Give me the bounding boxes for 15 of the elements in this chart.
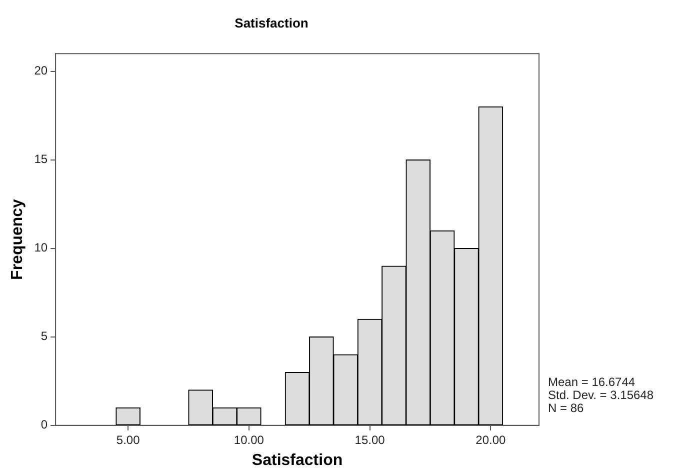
y-tick-label: 0 — [40, 418, 48, 432]
y-tick-label: 5 — [40, 329, 48, 344]
text: Mean = 16.6744 — [548, 375, 636, 389]
x-axis-title: Satisfaction — [252, 452, 343, 469]
y-axis-title: Frequency — [9, 198, 26, 280]
y-tick-label: 15 — [34, 152, 48, 166]
x-tick-label: 10.00 — [234, 432, 264, 447]
text: Std. Dev. = 3.15648 — [548, 388, 654, 402]
x-tick-label: 5.00 — [116, 432, 140, 447]
chart-title: Satisfaction — [234, 15, 308, 30]
y-tick-label: 20 — [34, 64, 48, 78]
x-tick-label: 20.00 — [476, 432, 506, 447]
text: N = 86 — [548, 401, 585, 415]
x-tick-label: 15.00 — [354, 432, 386, 447]
y-tick-label: 10 — [34, 240, 48, 255]
